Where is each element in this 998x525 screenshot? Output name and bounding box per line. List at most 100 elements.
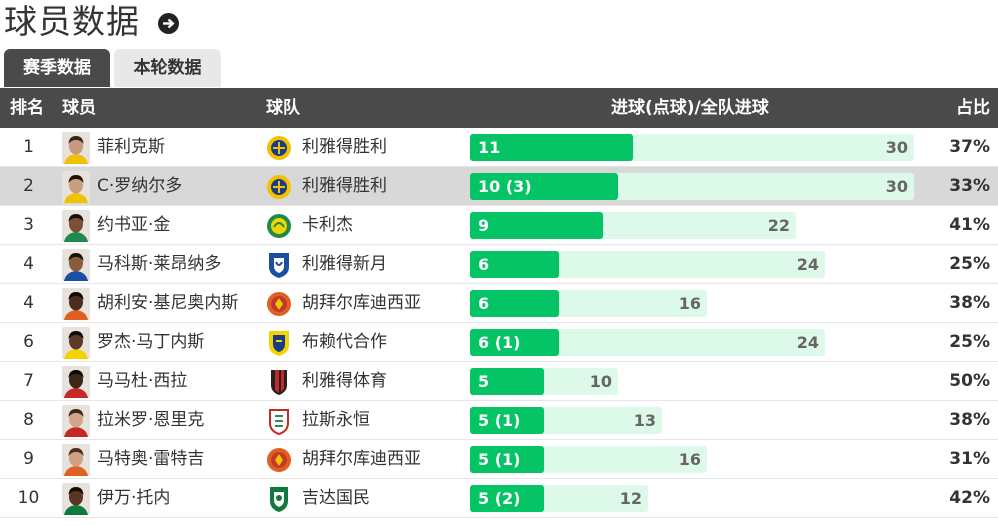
table-row[interactable]: 4 马科斯·莱昂纳多 利雅得新月 6 24 25% <box>0 245 998 284</box>
header-goals[interactable]: 进球(点球)/全队进球 <box>611 98 769 118</box>
team-logo-icon[interactable] <box>266 406 292 436</box>
team-logo-icon[interactable] <box>266 172 292 201</box>
table-row[interactable]: 4 胡利安·基尼奥内斯 胡拜尔库迪西亚 6 16 38% <box>0 284 998 323</box>
rank-cell: 8 <box>23 410 34 430</box>
player-avatar[interactable] <box>62 210 90 242</box>
goals-bar: 5 10 <box>470 368 618 395</box>
rank-cell: 3 <box>23 215 34 235</box>
table-row[interactable]: 2 C·罗纳尔多 利雅得胜利 10 (3) 30 33% <box>0 167 998 206</box>
team-goals-value: 30 <box>885 138 908 157</box>
rank-cell: 7 <box>23 371 34 391</box>
player-name[interactable]: 马特奥·雷特吉 <box>97 449 205 469</box>
team-goals-value: 12 <box>619 489 642 508</box>
tab-round-stats[interactable]: 本轮数据 <box>114 49 221 87</box>
player-name[interactable]: 马马杜·西拉 <box>97 371 188 391</box>
player-stats-table: 排名 球员 球队 进球(点球)/全队进球 占比 1 菲利克斯 利雅得胜利 11 30 37… <box>0 88 998 518</box>
page-title: 球员数据 <box>4 2 140 41</box>
table-body: 1 菲利克斯 利雅得胜利 11 30 37% 2 C·罗纳尔多 利雅得胜利 10 (3) 30 33%… <box>0 128 998 518</box>
header-share[interactable]: 占比 <box>956 98 990 118</box>
player-name[interactable]: 罗杰·马丁内斯 <box>97 332 205 352</box>
goals-bar: 6 (1) 24 <box>470 329 825 356</box>
player-goals-bar: 10 (3) <box>470 173 618 200</box>
player-avatar[interactable] <box>62 366 90 398</box>
player-name[interactable]: C·罗纳尔多 <box>97 176 183 196</box>
team-logo-icon[interactable] <box>266 328 292 357</box>
player-avatar[interactable] <box>62 444 90 476</box>
team-name[interactable]: 胡拜尔库迪西亚 <box>302 449 421 469</box>
team-name[interactable]: 利雅得胜利 <box>302 137 387 157</box>
table-row[interactable]: 10 伊万·托内 吉达国民 5 (2) 12 42% <box>0 479 998 518</box>
header-player[interactable]: 球员 <box>62 98 96 118</box>
team-logo-icon[interactable] <box>266 133 292 162</box>
goals-bar: 5 (1) 13 <box>470 407 662 434</box>
player-name[interactable]: 马科斯·莱昂纳多 <box>97 254 222 274</box>
team-goals-value: 16 <box>678 450 701 469</box>
player-goals-bar: 5 <box>470 368 544 395</box>
team-goals-value: 30 <box>885 177 908 196</box>
table-row[interactable]: 9 马特奥·雷特吉 胡拜尔库迪西亚 5 (1) 16 31% <box>0 440 998 479</box>
team-logo-icon[interactable] <box>266 250 292 279</box>
team-name[interactable]: 胡拜尔库迪西亚 <box>302 293 421 313</box>
team-goals-value: 22 <box>767 216 790 235</box>
player-avatar[interactable] <box>62 405 90 437</box>
player-avatar[interactable] <box>62 483 90 515</box>
tab-season-stats[interactable]: 赛季数据 <box>4 49 110 87</box>
table-row[interactable]: 6 罗杰·马丁内斯 布赖代合作 6 (1) 24 25% <box>0 323 998 362</box>
team-logo-icon[interactable] <box>266 289 292 318</box>
team-goals-value: 16 <box>678 294 701 313</box>
goal-share: 33% <box>949 176 990 196</box>
team-name[interactable]: 利雅得胜利 <box>302 176 387 196</box>
team-goals-value: 24 <box>796 333 819 352</box>
rank-cell: 4 <box>23 254 34 274</box>
rank-cell: 4 <box>23 293 34 313</box>
player-goals-bar: 6 <box>470 251 559 278</box>
player-avatar[interactable] <box>62 249 90 281</box>
team-goals-value: 13 <box>633 411 656 430</box>
team-logo-icon[interactable] <box>266 484 292 513</box>
team-goals-value: 24 <box>796 255 819 274</box>
goal-share: 50% <box>949 371 990 391</box>
team-logo-icon[interactable] <box>266 367 292 396</box>
player-name[interactable]: 胡利安·基尼奥内斯 <box>97 293 239 313</box>
goals-bar: 10 (3) 30 <box>470 173 914 200</box>
goals-bar: 9 22 <box>470 212 796 239</box>
goals-bar: 11 30 <box>470 134 914 161</box>
table-header: 排名 球员 球队 进球(点球)/全队进球 占比 <box>0 88 998 128</box>
goals-bar: 6 16 <box>470 290 707 317</box>
goal-share: 41% <box>949 215 990 235</box>
team-logo-icon[interactable] <box>266 211 292 240</box>
team-name[interactable]: 布赖代合作 <box>302 332 387 352</box>
player-avatar[interactable] <box>62 288 90 320</box>
goal-share: 25% <box>949 332 990 352</box>
goal-share: 37% <box>949 137 990 157</box>
player-avatar[interactable] <box>62 171 90 203</box>
player-name[interactable]: 约书亚·金 <box>97 215 171 235</box>
team-goals-value: 10 <box>589 372 612 391</box>
goal-share: 42% <box>949 488 990 508</box>
player-goals-bar: 6 (1) <box>470 329 559 356</box>
table-row[interactable]: 7 马马杜·西拉 利雅得体育 5 10 50% <box>0 362 998 401</box>
player-name[interactable]: 拉米罗·恩里克 <box>97 410 205 430</box>
player-goals-bar: 5 (2) <box>470 485 544 512</box>
player-avatar[interactable] <box>62 327 90 359</box>
player-goals-bar: 11 <box>470 134 633 161</box>
team-name[interactable]: 利雅得体育 <box>302 371 387 391</box>
table-row[interactable]: 1 菲利克斯 利雅得胜利 11 30 37% <box>0 128 998 167</box>
team-name[interactable]: 拉斯永恒 <box>302 410 370 430</box>
team-name[interactable]: 卡利杰 <box>302 215 353 235</box>
arrow-circle-right-icon[interactable] <box>158 12 179 34</box>
header-team[interactable]: 球队 <box>266 98 300 118</box>
rank-cell: 10 <box>17 488 40 508</box>
player-goals-bar: 9 <box>470 212 603 239</box>
player-name[interactable]: 伊万·托内 <box>97 488 171 508</box>
team-logo-icon[interactable] <box>266 445 292 474</box>
table-row[interactable]: 3 约书亚·金 卡利杰 9 22 41% <box>0 206 998 245</box>
rank-cell: 9 <box>23 449 34 469</box>
team-name[interactable]: 吉达国民 <box>302 488 370 508</box>
player-name[interactable]: 菲利克斯 <box>97 137 165 157</box>
table-row[interactable]: 8 拉米罗·恩里克 拉斯永恒 5 (1) 13 38% <box>0 401 998 440</box>
player-avatar[interactable] <box>62 132 90 164</box>
goals-bar: 6 24 <box>470 251 825 278</box>
team-name[interactable]: 利雅得新月 <box>302 254 387 274</box>
header-rank[interactable]: 排名 <box>10 98 44 118</box>
